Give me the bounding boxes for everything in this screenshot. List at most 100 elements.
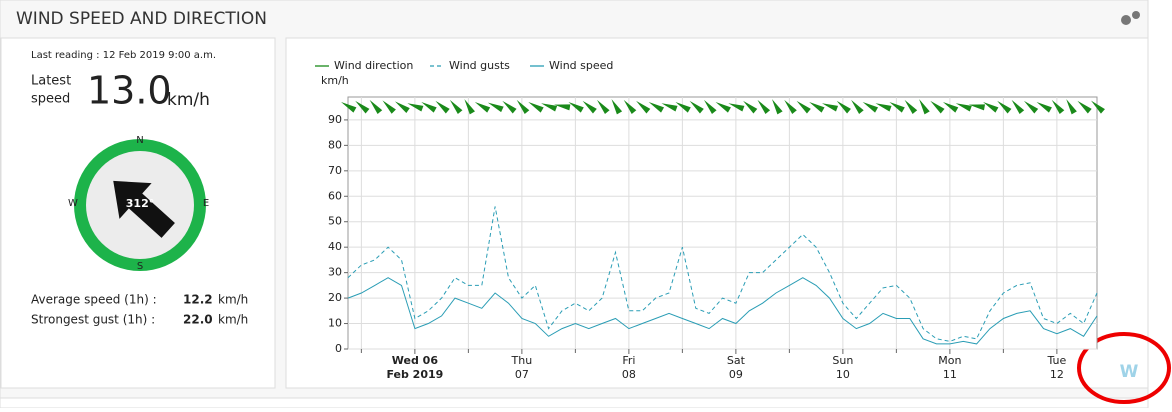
direction-mark — [355, 100, 370, 114]
legend-label: Wind direction — [334, 59, 413, 72]
direction-wedge — [1023, 100, 1039, 114]
direction-wedge — [919, 99, 930, 115]
direction-wedge — [821, 103, 839, 112]
direction-wedge — [703, 99, 717, 115]
x-tick-label: Sat — [727, 354, 746, 367]
direction-mark — [942, 102, 959, 113]
y-tick-label: 0 — [335, 342, 342, 355]
badge[interactable]: W — [1120, 362, 1139, 382]
x-tick-label: Mon — [938, 354, 961, 367]
direction-mark — [528, 102, 544, 113]
direction-wedge — [836, 100, 851, 114]
direction-wedge — [528, 102, 544, 113]
panel-title: WIND SPEED AND DIRECTION — [16, 9, 267, 29]
latest-unit: km/h — [167, 90, 210, 110]
direction-wedge — [341, 102, 357, 113]
compass-e: E — [203, 198, 209, 209]
x-tick-label: Thu — [511, 354, 533, 367]
gear[interactable] — [1132, 11, 1140, 19]
direction-wedge — [554, 104, 571, 111]
direction-mark — [862, 102, 879, 113]
direction-wedge — [369, 99, 383, 115]
settings-icon[interactable] — [1121, 11, 1140, 25]
direction-wedge — [955, 103, 972, 112]
legend-label: Wind gusts — [449, 59, 510, 72]
y-tick-label: 90 — [328, 113, 342, 126]
direction-mark — [554, 104, 571, 111]
direction-mark — [821, 103, 839, 112]
direction-wedge — [1011, 99, 1025, 115]
direction-mark — [930, 100, 945, 114]
y-tick-label: 20 — [328, 291, 342, 304]
gust-label: Strongest gust (1h) : — [31, 313, 155, 327]
direction-wedge — [474, 102, 491, 113]
direction-mark — [449, 99, 463, 115]
direction-mark — [1091, 100, 1105, 114]
direction-mark — [703, 99, 717, 115]
direction-wedge — [851, 99, 864, 115]
direction-mark — [382, 100, 396, 114]
plot-area — [347, 96, 1098, 350]
direction-mark — [487, 102, 504, 113]
direction-arrow — [113, 180, 175, 238]
direction-wedge — [487, 102, 504, 113]
x-tick-date: 12 — [1050, 368, 1064, 381]
latest-label: speed — [31, 92, 70, 107]
direction-mark — [407, 103, 424, 112]
y-axis-label: km/h — [321, 74, 349, 87]
direction-wedge — [1077, 100, 1092, 114]
direction-mark — [464, 99, 475, 115]
next-panel — [0, 397, 1149, 409]
gear[interactable] — [1121, 15, 1131, 25]
direction-mark — [1036, 102, 1052, 113]
direction-wedge — [784, 99, 797, 115]
x-tick-date: 08 — [622, 368, 636, 381]
direction-wedge — [1036, 102, 1052, 113]
direction-wedge — [889, 102, 905, 113]
y-tick-label: 10 — [328, 317, 342, 330]
compass-w: W — [68, 198, 78, 209]
gust-unit: km/h — [218, 313, 248, 327]
direction-wedge — [648, 102, 665, 113]
direction-wedge — [983, 102, 999, 113]
direction-mark — [689, 100, 704, 114]
latest-label: Latest — [31, 74, 71, 89]
average-unit: km/h — [218, 293, 248, 307]
direction-mark — [889, 102, 905, 113]
series-line — [347, 206, 1098, 342]
x-tick-label: Fri — [622, 354, 635, 367]
direction-mark — [596, 99, 610, 115]
direction-wedge — [862, 102, 879, 113]
annotation-circle — [1077, 332, 1171, 404]
direction-wedge — [449, 99, 463, 115]
gust-value: 22.0 — [183, 313, 213, 327]
direction-mark — [875, 103, 892, 112]
x-tick-date: 11 — [943, 368, 957, 381]
direction-mark — [919, 99, 930, 115]
x-tick-date: Feb 2019 — [386, 368, 443, 381]
direction-wedge — [689, 100, 704, 114]
legend-label: Wind speed — [549, 59, 613, 72]
direction-wedge — [1066, 99, 1077, 115]
direction-wedge — [728, 103, 745, 112]
direction-wedge — [582, 100, 597, 114]
direction-wedge — [596, 99, 610, 115]
y-tick-label: 40 — [328, 240, 342, 253]
direction-wedge — [623, 99, 637, 115]
x-tick-label: Tue — [1046, 354, 1066, 367]
direction-wedge — [715, 102, 731, 113]
direction-mark — [636, 100, 651, 114]
direction-mark — [568, 102, 584, 113]
last-reading: Last reading : 12 Feb 2019 9:00 a.m. — [31, 50, 216, 61]
direction-mark — [784, 99, 797, 115]
direction-mark — [516, 99, 530, 115]
direction-mark — [715, 102, 731, 113]
direction-mark — [904, 99, 918, 115]
direction-wedge — [1091, 100, 1105, 114]
direction-mark — [582, 100, 597, 114]
y-tick-label: 30 — [328, 266, 342, 279]
compass-n: N — [136, 135, 143, 146]
direction-mark — [809, 102, 825, 113]
direction-wedge — [661, 103, 678, 112]
direction-mark — [728, 103, 745, 112]
